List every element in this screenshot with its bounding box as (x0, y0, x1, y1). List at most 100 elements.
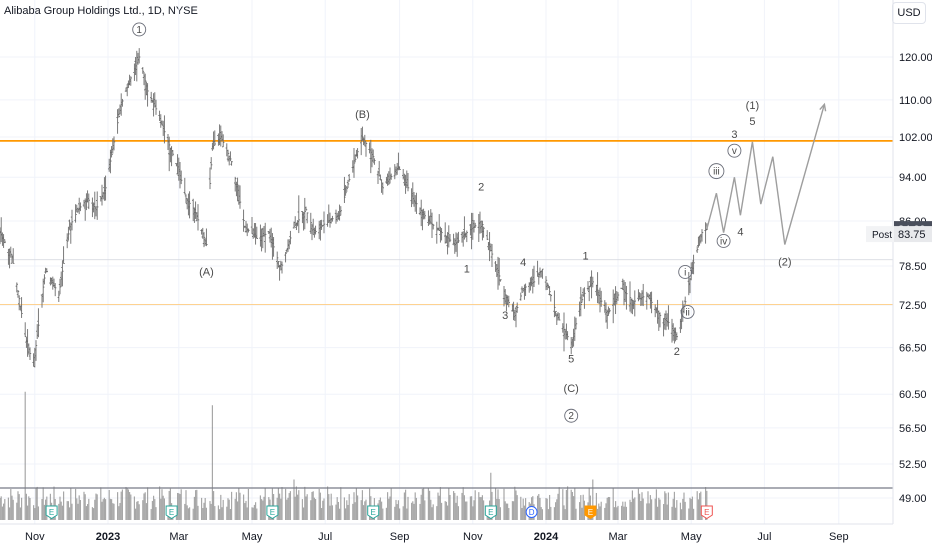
wave-label-circle (564, 408, 579, 423)
volume-bar (511, 501, 513, 520)
volume-bar (28, 496, 30, 520)
volume-bar (640, 500, 642, 520)
volume-bar (407, 496, 409, 520)
volume-bar (540, 507, 542, 520)
candle (230, 160, 233, 166)
candle (210, 157, 213, 170)
volume-bar (88, 498, 90, 520)
event-marker-earnings-upcoming[interactable]: E (700, 505, 713, 520)
candle (465, 230, 468, 243)
price-axis-label: 78.50 (899, 261, 927, 273)
candle (18, 295, 21, 311)
wave-label: (C) (564, 383, 579, 395)
volume-bar (251, 507, 253, 520)
candle (558, 313, 561, 321)
volume-bar (277, 488, 279, 520)
volume-bar (412, 501, 414, 520)
volume-bar (187, 508, 189, 520)
volume-bar (389, 496, 391, 520)
event-marker-earnings[interactable]: E (266, 505, 279, 520)
event-marker-earnings[interactable]: E (484, 505, 497, 520)
event-marker-earnings-highlight[interactable]: E (584, 505, 597, 520)
volume-bar (264, 488, 266, 520)
event-marker-earnings[interactable]: E (45, 505, 58, 520)
volume-bar (75, 488, 77, 520)
volume-bar (95, 493, 97, 520)
volume-bar (696, 491, 698, 520)
candle (3, 239, 6, 244)
volume-bar (328, 494, 330, 520)
candle (373, 158, 376, 165)
volume-bar (319, 492, 321, 520)
volume-bar (520, 496, 522, 520)
wave-label: (1) (746, 100, 759, 112)
volume-bar (505, 503, 507, 520)
candle (96, 191, 99, 220)
volume-bar (647, 491, 649, 520)
candle (346, 179, 350, 189)
candle (549, 294, 552, 302)
volume-bar (210, 503, 212, 520)
volume-bar (394, 506, 396, 520)
event-marker-earnings[interactable]: E (165, 505, 178, 520)
volume-bar (361, 490, 363, 520)
volume-bar (103, 497, 105, 520)
volume-bar (34, 508, 36, 520)
projection-line[interactable] (706, 104, 826, 245)
volume-bar (293, 479, 295, 520)
price-axis-label: 56.50 (899, 423, 927, 435)
volume-bar (689, 497, 691, 520)
earnings-icon (266, 505, 279, 520)
volume-bar (204, 497, 206, 520)
candle (700, 229, 704, 242)
volume-bar (305, 496, 307, 520)
dividend-icon (525, 506, 538, 518)
earnings-icon (584, 505, 597, 520)
candle (406, 172, 410, 192)
candle (650, 291, 653, 314)
volume-bar (462, 487, 464, 520)
volume-bar (615, 501, 617, 520)
volume-bar (637, 488, 639, 520)
volume-bar (490, 472, 492, 520)
volume-bar (27, 505, 29, 520)
volume-bar (682, 498, 684, 520)
volume-bar (214, 506, 216, 520)
candle (566, 331, 569, 341)
event-marker-letter: D (529, 508, 535, 517)
candle (457, 231, 460, 244)
volume-bar (7, 497, 9, 520)
event-marker-dividend[interactable]: D (525, 506, 538, 518)
candle (490, 243, 494, 267)
volume-bar (331, 505, 333, 520)
price-axis-label: 110.00 (899, 95, 932, 107)
volume-bar (474, 490, 476, 520)
volume-bar (639, 493, 641, 520)
volume-bar (42, 487, 44, 520)
candle (579, 286, 582, 317)
candle (303, 197, 306, 230)
volume-bar (339, 508, 341, 520)
volume-bar (483, 500, 485, 520)
candle (208, 167, 212, 190)
volume-bar (613, 507, 615, 520)
candle (583, 287, 586, 309)
volume-bar (259, 495, 261, 520)
volume-bar (445, 501, 447, 520)
volume-bar (286, 499, 288, 520)
candle (692, 254, 695, 275)
volume-bar (420, 494, 422, 520)
candle (435, 221, 438, 244)
volume-bar (582, 494, 584, 520)
candle (116, 109, 119, 134)
volume-bar (101, 501, 103, 520)
volume-bar (16, 502, 18, 520)
volume-bar (256, 508, 258, 520)
event-marker-earnings[interactable]: E (367, 505, 380, 520)
volume-bar (330, 493, 332, 520)
volume-bar (180, 489, 182, 520)
time-axis-label: Nov (25, 531, 45, 543)
volume-bar (178, 493, 180, 520)
volume-bar (617, 505, 619, 520)
